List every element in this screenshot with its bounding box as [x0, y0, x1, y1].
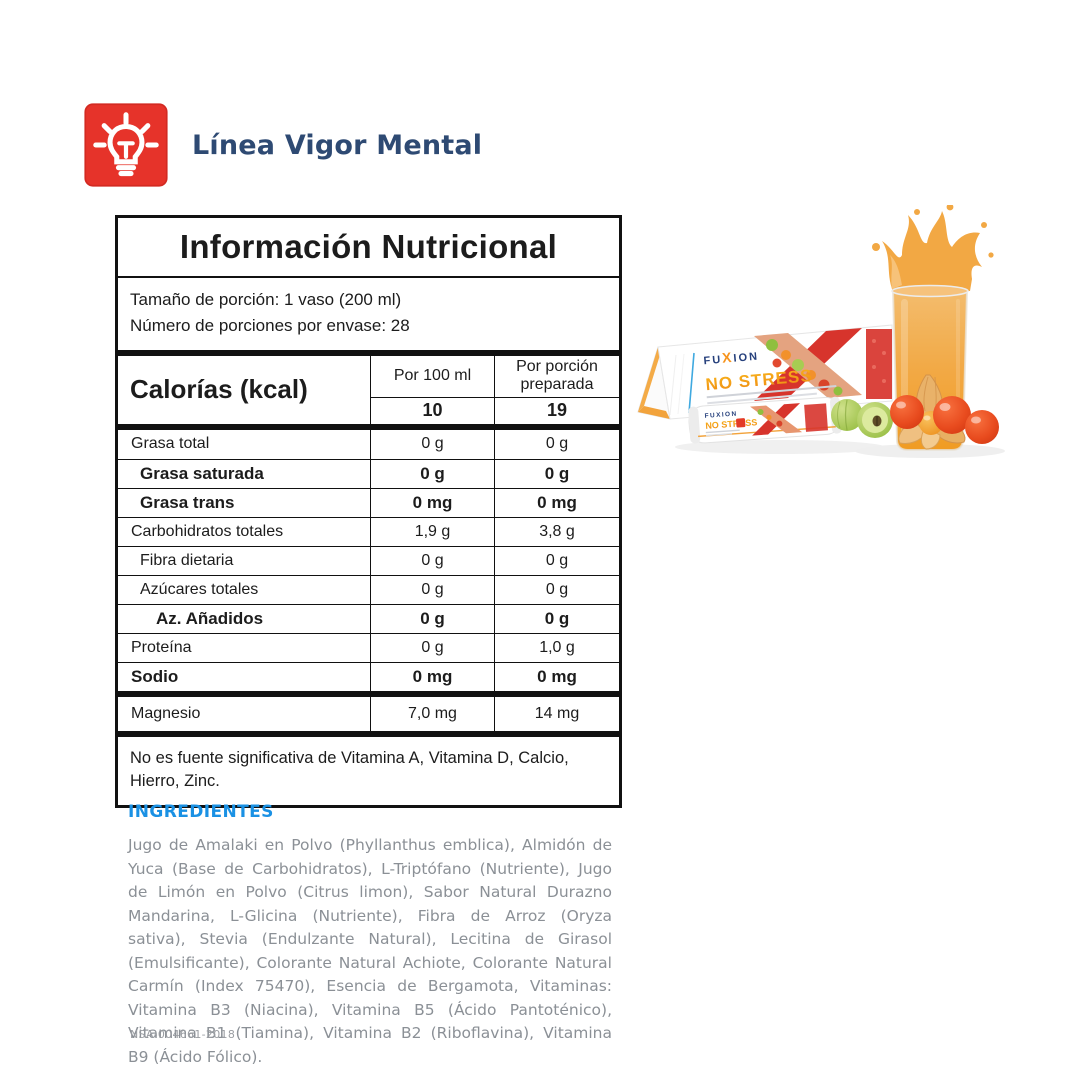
nutrient-label: Carbohidratos totales [131, 522, 284, 540]
value-per-serving: 0 g [494, 575, 619, 604]
nutrient-label: Proteína [131, 638, 192, 656]
page-title: Línea Vigor Mental [192, 129, 483, 161]
nutrient-label: Magnesio [131, 704, 201, 722]
thick-divider [118, 730, 619, 737]
value-per-serving: 0 g [494, 546, 619, 575]
nutrient-row: Fibra dietaria 0 g 0 g [118, 545, 619, 575]
value-per-100ml: 0 g [370, 633, 494, 662]
value-per-serving: 1,0 g [494, 633, 619, 662]
nutrition-facts-table: Información Nutricional Tamaño de porció… [115, 215, 622, 808]
nutrient-row: Proteína 0 g 1,0 g [118, 632, 619, 662]
column-header-per-serving: Por porción preparada [494, 355, 619, 397]
thick-divider [118, 690, 619, 697]
value-per-serving: 14 mg [494, 696, 619, 731]
product-image: FUXION NO STRESS [630, 203, 1010, 485]
page-header: Línea Vigor Mental [84, 103, 482, 187]
value-per-serving: 0 g [494, 459, 619, 488]
value-per-serving: 0 mg [494, 488, 619, 517]
registry-code: NSA-004661-2018 [130, 1028, 236, 1041]
ingredients-section: INGREDIENTES Jugo de Amalaki en Polvo (P… [128, 802, 612, 1069]
servings-per-container: Número de porciones por envase: 28 [130, 316, 410, 336]
value-per-100ml: 0 mg [370, 662, 494, 691]
column-header-per-100ml: Por 100 ml [370, 355, 494, 397]
value-per-serving: 0 mg [494, 662, 619, 691]
value-per-100ml: 1,9 g [370, 517, 494, 546]
nutrient-label: Sodio [131, 666, 179, 686]
juice-splash [872, 203, 994, 291]
calories-per-serving: 19 [494, 396, 619, 424]
nutrient-label: Az. Añadidos [156, 608, 264, 628]
calories-label: Calorías (kcal) [130, 374, 308, 405]
nutrient-label: Grasa total [131, 435, 210, 453]
serving-size: Tamaño de porción: 1 vaso (200 ml) [130, 290, 402, 309]
nutrient-row: Azúcares totales 0 g 0 g [118, 574, 619, 604]
value-per-serving: 0 g [494, 604, 619, 633]
calories-per-100ml: 10 [370, 396, 494, 424]
nutrient-row: Grasa saturada 0 g 0 g [118, 458, 619, 488]
sachet-brand-logo: FUXION [704, 411, 737, 420]
amla-fruits [831, 399, 893, 438]
box-x-graphic [754, 328, 892, 401]
ingredients-text: Jugo de Amalaki en Polvo (Phyllanthus em… [128, 836, 612, 1066]
value-per-100ml: 0 g [370, 459, 494, 488]
value-per-100ml: 0 mg [370, 488, 494, 517]
nutrient-label: Grasa saturada [140, 463, 264, 483]
lightbulb-idea-icon [84, 103, 168, 187]
value-per-100ml: 0 g [370, 604, 494, 633]
nutrient-label: Grasa trans [140, 492, 235, 512]
nutrient-label: Azúcares totales [140, 580, 259, 598]
nutrient-row: Az. Añadidos 0 g 0 g [118, 603, 619, 633]
table-title: Información Nutricional [118, 218, 619, 278]
value-per-100ml: 0 g [370, 575, 494, 604]
fruits-group [831, 374, 999, 450]
thick-divider [118, 423, 619, 430]
value-per-100ml: 0 g [370, 546, 494, 575]
value-per-100ml: 0 g [370, 429, 494, 459]
nutrient-rows: Grasa total 0 g 0 g Grasa saturada 0 g 0… [118, 429, 619, 691]
mineral-row: Magnesio 7,0 mg 14 mg [118, 696, 619, 731]
nutrient-row: Grasa trans 0 mg 0 mg [118, 487, 619, 517]
nutrient-row: Grasa total 0 g 0 g [118, 429, 619, 459]
thick-divider [118, 349, 619, 356]
value-per-100ml: 7,0 mg [370, 696, 494, 731]
table-footnote: No es fuente significativa de Vitamina A… [130, 748, 569, 790]
nutrient-row: Carbohidratos totales 1,9 g 3,8 g [118, 516, 619, 546]
nutrient-row: Sodio 0 mg 0 mg [118, 661, 619, 691]
brand-logo: FUXION [703, 347, 760, 368]
ingredients-heading: INGREDIENTES [128, 802, 274, 822]
red-berries [890, 395, 999, 444]
product-box: FUXION NO STRESS [637, 324, 893, 422]
value-per-serving: 3,8 g [494, 517, 619, 546]
serving-info: Tamaño de porción: 1 vaso (200 ml) Númer… [118, 278, 619, 350]
nutrient-label: Fibra dietaria [140, 551, 234, 569]
calories-section: Calorías (kcal) Por 100 ml Por porción p… [118, 355, 619, 424]
value-per-serving: 0 g [494, 429, 619, 459]
